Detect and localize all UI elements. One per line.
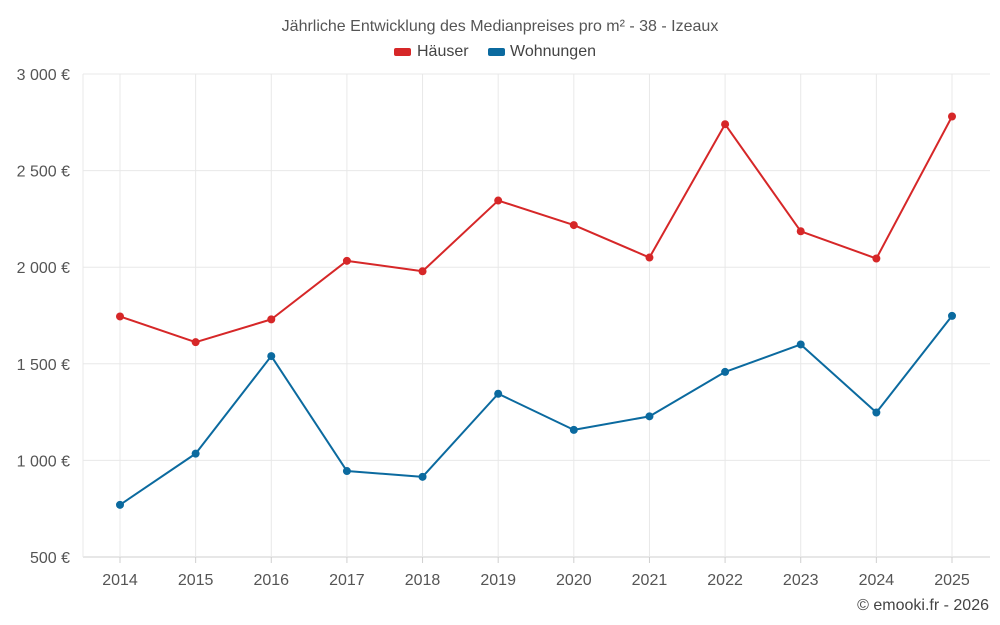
y-tick-label: 2 000 €: [17, 260, 70, 277]
x-tick-label: 2020: [556, 572, 592, 589]
legend: Häuser Wohnungen: [394, 43, 596, 60]
data-point[interactable]: [418, 472, 427, 481]
grid: [82, 73, 990, 558]
data-point[interactable]: [342, 467, 351, 476]
y-tick-label: 1 500 €: [17, 357, 70, 374]
y-tick-label: 2 500 €: [17, 164, 70, 181]
data-point[interactable]: [494, 389, 503, 398]
series-line: [119, 116, 953, 344]
x-tick-label: 2024: [859, 572, 895, 589]
x-axis: 2014 2015 2016 2017 2018 2019 2020 2021 2022 2023…: [102, 557, 970, 589]
x-tick-label: 2025: [934, 572, 970, 589]
data-point[interactable]: [645, 253, 654, 262]
x-tick-label: 2015: [178, 572, 214, 589]
chart-title: Jährliche Entwicklung des Medianpreises …: [282, 18, 719, 35]
series-layer: [116, 112, 956, 509]
legend-label[interactable]: Wohnungen: [510, 43, 596, 60]
data-point[interactable]: [267, 315, 276, 324]
y-tick-label: 1 000 €: [17, 453, 70, 470]
data-point[interactable]: [569, 221, 578, 230]
data-point[interactable]: [872, 408, 881, 417]
x-tick-label: 2019: [480, 572, 516, 589]
x-tick-label: 2018: [405, 572, 441, 589]
x-tick-label: 2023: [783, 572, 819, 589]
data-point[interactable]: [721, 367, 730, 376]
data-point[interactable]: [872, 254, 881, 263]
y-tick-label: 500 €: [30, 550, 70, 567]
credit-text: © emooki.fr - 2026: [857, 597, 989, 614]
x-tick-label: 2016: [253, 572, 289, 589]
data-point[interactable]: [645, 412, 654, 421]
series-häuser: [116, 112, 956, 347]
data-point[interactable]: [796, 340, 805, 349]
y-tick-label: 3 000 €: [17, 67, 70, 84]
data-point[interactable]: [418, 267, 427, 276]
series-wohnungen: [116, 311, 956, 509]
data-point[interactable]: [116, 312, 124, 321]
data-point[interactable]: [569, 425, 578, 434]
data-point[interactable]: [191, 449, 200, 458]
x-tick-label: 2022: [707, 572, 743, 589]
y-axis: 500 € 1 000 € 1 500 € 2 000 € 2 500 € 3 000 €: [17, 67, 70, 567]
data-point[interactable]: [191, 338, 200, 347]
data-point[interactable]: [796, 227, 805, 236]
data-point[interactable]: [116, 500, 124, 509]
data-point[interactable]: [721, 120, 730, 129]
data-point[interactable]: [948, 112, 956, 121]
series-line: [119, 315, 953, 506]
data-point[interactable]: [342, 256, 351, 265]
data-point[interactable]: [494, 196, 503, 205]
legend-swatch: [394, 48, 411, 56]
data-point[interactable]: [267, 352, 276, 361]
legend-label[interactable]: Häuser: [417, 43, 469, 60]
x-tick-label: 2021: [632, 572, 668, 589]
x-tick-label: 2017: [329, 572, 365, 589]
legend-swatch: [488, 48, 505, 56]
x-tick-label: 2014: [102, 572, 138, 589]
data-point[interactable]: [948, 311, 956, 320]
